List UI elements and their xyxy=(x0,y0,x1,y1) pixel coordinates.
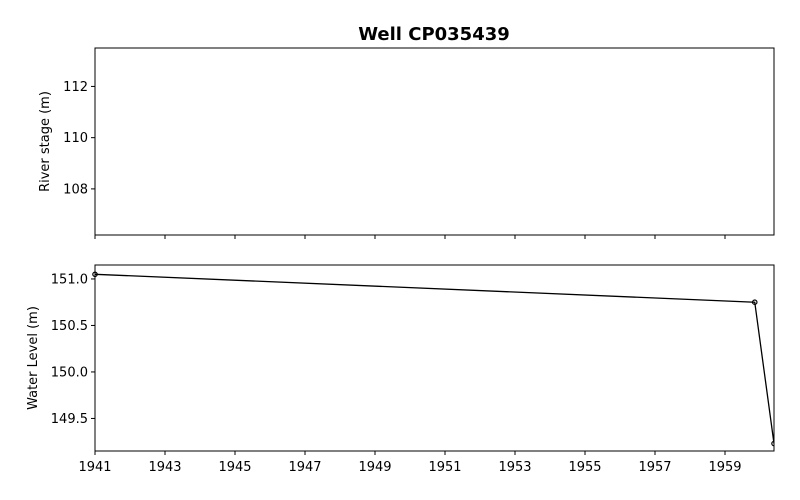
y-tick-label: 150.5 xyxy=(51,319,88,334)
x-tick-label: 1959 xyxy=(708,460,741,475)
plot-area-frame xyxy=(94,264,775,452)
x-tick-label: 1941 xyxy=(78,460,111,475)
chart-title: Well CP035439 xyxy=(358,24,510,45)
series-line xyxy=(94,273,774,444)
y-axis-label: Water Level (m) xyxy=(26,306,41,410)
x-tick-label: 1955 xyxy=(568,460,601,475)
y-tick-label: 151.0 xyxy=(51,272,88,287)
y-tick-label: 112 xyxy=(63,80,88,95)
plot-area-frame xyxy=(94,47,775,236)
x-tick-label: 1945 xyxy=(218,460,251,475)
series-1 xyxy=(92,271,774,447)
y-tick-label: 108 xyxy=(63,182,88,197)
x-tick-label: 1957 xyxy=(638,460,671,475)
y-tick-label: 149.5 xyxy=(51,412,88,427)
x-tick-label: 1947 xyxy=(288,460,321,475)
panel-2: 149.5 150.0 150.5 151.0 1941 1943 1945 1947 1949… xyxy=(26,264,775,475)
x-tick-label: 1949 xyxy=(358,460,391,475)
y-tick-label: 150.0 xyxy=(51,365,88,380)
y-axis-label: River stage (m) xyxy=(38,91,53,192)
panel-1: 108 110 112 River stage (m) xyxy=(38,47,775,239)
data-point xyxy=(751,299,758,306)
x-tick-label: 1943 xyxy=(148,460,181,475)
x-tick-label: 1951 xyxy=(428,460,461,475)
x-tick-label: 1953 xyxy=(498,460,531,475)
y-tick-label: 110 xyxy=(63,131,88,146)
